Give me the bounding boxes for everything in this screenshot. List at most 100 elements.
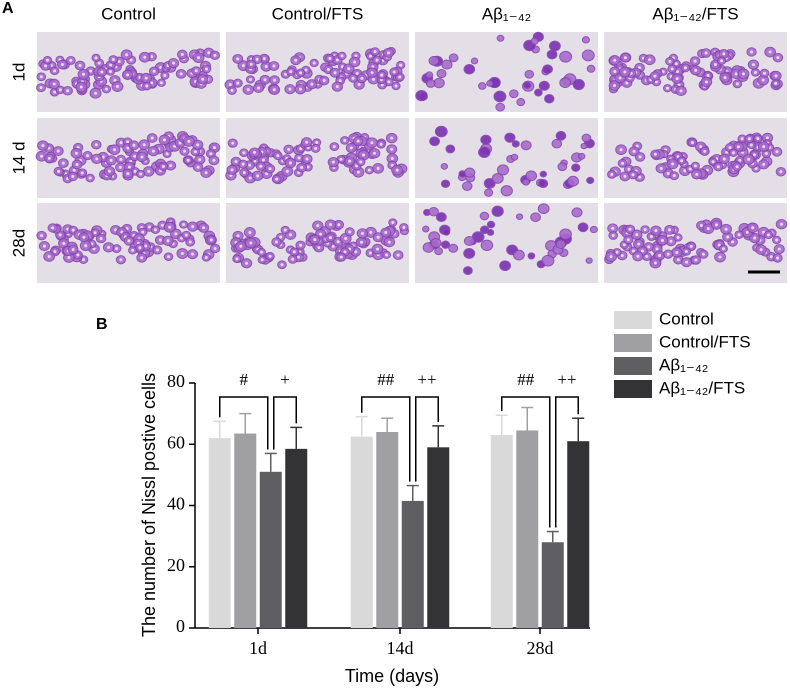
nucleus — [60, 63, 64, 67]
cell — [436, 69, 447, 79]
nucleus — [674, 62, 678, 66]
nucleus — [79, 85, 83, 89]
nucleus — [184, 233, 188, 237]
nucleus — [694, 68, 698, 72]
nucleus — [231, 141, 235, 145]
nucleus — [53, 250, 57, 254]
micrograph — [604, 118, 787, 198]
cell — [434, 125, 448, 138]
nucleus — [768, 50, 772, 54]
nucleus — [618, 76, 622, 80]
cell — [428, 207, 439, 217]
nucleus — [723, 76, 727, 80]
nucleus — [668, 59, 672, 63]
nucleus — [117, 60, 121, 64]
cell — [577, 152, 586, 160]
nucleus — [671, 162, 675, 166]
bar — [401, 500, 424, 628]
nucleus — [58, 233, 62, 237]
y-tick-label: 0 — [176, 616, 185, 636]
nucleus — [328, 57, 332, 61]
nucleus — [668, 228, 672, 232]
nucleus — [734, 72, 738, 76]
nucleus — [140, 155, 144, 159]
nucleus — [236, 234, 240, 238]
nucleus — [357, 83, 361, 87]
nucleus — [139, 172, 143, 176]
nucleus — [764, 152, 768, 156]
micrograph — [604, 32, 787, 112]
nucleus — [40, 234, 44, 238]
nucleus — [288, 87, 292, 91]
nucleus — [384, 231, 388, 235]
nucleus — [638, 155, 642, 159]
nucleus — [205, 67, 209, 71]
nucleus — [769, 255, 773, 259]
nucleus — [141, 230, 145, 234]
cell — [440, 179, 451, 188]
nucleus — [658, 254, 662, 258]
nucleus — [731, 240, 735, 244]
nucleus — [387, 240, 391, 244]
nucleus — [194, 69, 198, 73]
nucleus — [234, 160, 238, 164]
nucleus — [248, 163, 252, 167]
nucleus — [654, 229, 658, 233]
cell — [491, 172, 504, 184]
nucleus — [191, 252, 195, 256]
cell — [581, 36, 590, 44]
nucleus — [704, 80, 708, 84]
nucleus — [735, 82, 739, 86]
nucleus — [753, 71, 757, 75]
cell — [440, 240, 451, 249]
nucleus — [94, 91, 98, 95]
nucleus — [619, 148, 623, 152]
nucleus — [115, 247, 119, 251]
nucleus — [395, 168, 399, 172]
nucleus — [623, 70, 627, 74]
x-axis-title: Time (days) — [345, 666, 439, 686]
nucleus — [717, 243, 721, 247]
micrograph — [36, 203, 221, 283]
nucleus — [635, 233, 639, 237]
nucleus — [631, 249, 635, 253]
nucleus — [72, 168, 76, 172]
nucleus — [360, 76, 364, 80]
nucleus — [611, 226, 615, 230]
bar — [350, 436, 373, 628]
error-bar — [495, 414, 508, 436]
cell — [428, 55, 440, 66]
nucleus — [108, 70, 112, 74]
nucleus — [313, 238, 317, 242]
nucleus — [340, 54, 344, 58]
cell — [434, 247, 443, 256]
nucleus — [751, 226, 755, 230]
nucleus — [613, 58, 617, 62]
cell — [480, 134, 492, 145]
error-bar — [264, 452, 277, 472]
nucleus — [326, 67, 330, 71]
error-bar — [290, 426, 303, 449]
nucleus — [300, 166, 304, 170]
cell — [463, 247, 476, 259]
nucleus — [759, 248, 763, 252]
nucleus — [355, 72, 359, 76]
nucleus — [626, 238, 630, 242]
y-axis-title: The number of Nissl postive cells — [139, 373, 159, 637]
nucleus — [259, 164, 263, 168]
nucleus — [76, 253, 80, 257]
nucleus — [373, 151, 377, 155]
nucleus — [675, 250, 679, 254]
nucleus — [112, 148, 116, 152]
nucleus — [716, 165, 720, 169]
error-bar — [381, 417, 394, 432]
cell — [530, 37, 539, 45]
nucleus — [635, 144, 639, 148]
nucleus — [762, 162, 766, 166]
nucleus — [276, 154, 280, 158]
nucleus — [338, 79, 342, 83]
column-header: Aβ₁₋₄₂ — [482, 4, 531, 23]
nucleus — [263, 78, 267, 82]
nucleus — [209, 152, 213, 156]
nucleus — [289, 70, 293, 74]
